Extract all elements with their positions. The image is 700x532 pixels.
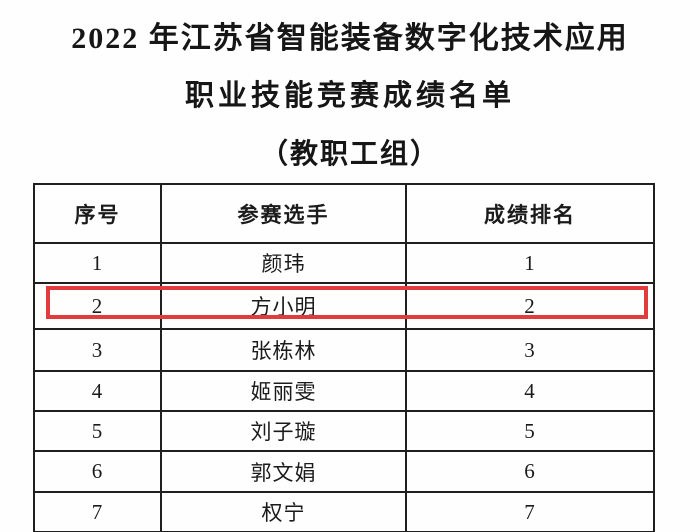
table-row: 6 郭文娟 6 <box>33 450 655 493</box>
cell-index: 1 <box>33 242 162 284</box>
column-header-contestant: 参赛选手 <box>160 183 407 244</box>
cell-index: 5 <box>33 410 162 452</box>
cell-rank: 7 <box>405 491 655 532</box>
cell-contestant: 方小明 <box>160 282 407 330</box>
column-header-rank: 成绩排名 <box>405 183 655 244</box>
table-body: 1 颜玮 1 2 方小明 2 3 张栋林 3 4 姬丽雯 4 5 刘子璇 <box>33 242 655 532</box>
cell-rank: 5 <box>405 410 655 452</box>
column-header-index: 序号 <box>33 183 162 244</box>
cell-rank: 6 <box>405 450 655 493</box>
cell-contestant: 姬丽雯 <box>160 370 407 412</box>
cell-index: 3 <box>33 328 162 372</box>
cell-rank: 3 <box>405 328 655 372</box>
table-row: 4 姬丽雯 4 <box>33 370 655 412</box>
cell-index: 7 <box>33 491 162 532</box>
table-row: 3 张栋林 3 <box>33 328 655 372</box>
cell-contestant: 权宁 <box>160 491 407 532</box>
cell-rank: 1 <box>405 242 655 284</box>
table-row: 5 刘子璇 5 <box>33 410 655 452</box>
cell-contestant: 张栋林 <box>160 328 407 372</box>
title-line-1: 2022 年江苏省智能装备数字化技术应用 <box>71 22 629 55</box>
cell-contestant: 颜玮 <box>160 242 407 284</box>
table-row: 1 颜玮 1 <box>33 242 655 284</box>
table-header-row: 序号 参赛选手 成绩排名 <box>33 183 655 244</box>
table-row: 7 权宁 7 <box>33 491 655 532</box>
cell-contestant: 郭文娟 <box>160 450 407 493</box>
cell-index: 4 <box>33 370 162 412</box>
cell-rank: 2 <box>405 282 655 330</box>
cell-index: 6 <box>33 450 162 493</box>
table-row-highlighted: 2 方小明 2 <box>33 282 655 330</box>
cell-index: 2 <box>33 282 162 330</box>
cell-contestant: 刘子璇 <box>160 410 407 452</box>
cell-rank: 4 <box>405 370 655 412</box>
title-line-3: （教职工组） <box>259 139 440 170</box>
title-line-2: 职业技能竞赛成绩名单 <box>184 80 515 112</box>
results-table: 序号 参赛选手 成绩排名 1 颜玮 1 2 方小明 2 3 张栋林 3 4 <box>33 183 655 532</box>
